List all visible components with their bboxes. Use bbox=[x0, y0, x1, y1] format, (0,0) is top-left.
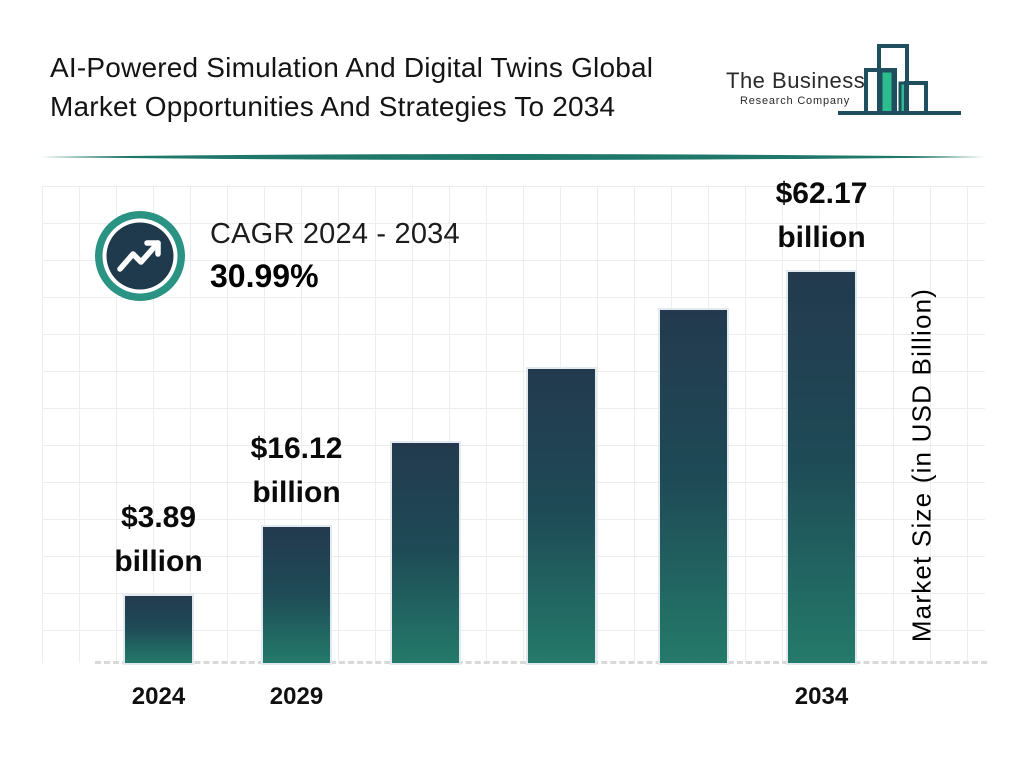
bar-2029 bbox=[263, 527, 330, 663]
page-title-line1: AI-Powered Simulation And Digital Twins … bbox=[50, 52, 654, 83]
company-subname: Research Company bbox=[739, 95, 850, 107]
bar-value-label-2029: $16.12 billion bbox=[250, 432, 343, 509]
company-logo: The Business Research Company bbox=[726, 40, 986, 120]
x-tick-2029: 2029 bbox=[269, 683, 324, 710]
bar-unlabeled-5 bbox=[660, 310, 727, 663]
y-axis-label: Market Size (in USD Billion) bbox=[906, 287, 937, 643]
bar-value-label-2034: $62.17 billion bbox=[775, 177, 868, 254]
page-title-line2: Market Opportunities And Strategies To 2… bbox=[50, 91, 616, 122]
x-axis-layer: 2024 2029 2034 bbox=[42, 186, 985, 726]
bar-unlabeled-4 bbox=[528, 369, 595, 663]
bar-value-label-2024: $3.89 billion bbox=[114, 501, 203, 578]
page-title: AI-Powered Simulation And Digital Twins … bbox=[50, 48, 653, 126]
bar-2024 bbox=[125, 596, 192, 663]
cagr-badge: CAGR 2024 - 2034 30.99% bbox=[92, 208, 460, 304]
bar-2034 bbox=[788, 272, 855, 663]
bar-unlabeled-3 bbox=[392, 443, 459, 663]
company-name: The Business bbox=[726, 68, 866, 93]
company-logo-text: The Business Research Company bbox=[726, 68, 866, 107]
bars-layer: $3.89 billion $16.12 billion $62.17 billion bbox=[42, 177, 985, 663]
divider bbox=[40, 154, 985, 160]
x-tick-2024: 2024 bbox=[131, 683, 186, 710]
cagr-value: 30.99% bbox=[210, 257, 319, 294]
trending-up-icon bbox=[95, 211, 185, 301]
bar-chart: $3.89 billion $16.12 billion $62.17 billion 2… bbox=[42, 177, 987, 726]
cagr-label: CAGR 2024 - 2034 bbox=[210, 217, 460, 250]
bar-chart-logo-icon bbox=[838, 44, 961, 115]
x-tick-2034: 2034 bbox=[794, 683, 849, 710]
cagr-text: CAGR 2024 - 2034 30.99% bbox=[210, 218, 460, 295]
